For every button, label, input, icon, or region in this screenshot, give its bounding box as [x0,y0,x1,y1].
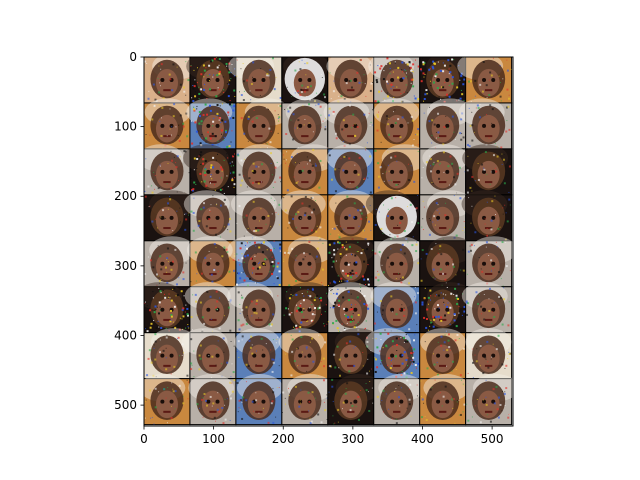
image-tile [373,236,424,288]
image-tile [458,98,513,150]
axes-frame [143,56,514,427]
x-tick-label: 500 [481,432,504,446]
x-tick-label: 300 [341,432,364,446]
image-tile [373,98,421,150]
image-tile [327,236,375,288]
image-tile [235,374,283,426]
image-tile [144,328,197,380]
x-tick-label: 200 [272,432,295,446]
image-tile [461,282,513,334]
x-tick-label: 0 [140,432,148,446]
y-tick-label: 500 [114,398,137,412]
image-tile [186,57,237,104]
x-axis: 0 100 200 300 400 500 [140,426,504,446]
image-tile [326,57,375,104]
image-tile [186,236,237,288]
image-tile [326,144,375,196]
image-tile [281,98,332,150]
image-tile [144,282,191,334]
image-tile [279,190,329,242]
image-tile [278,328,329,380]
image-tile [183,190,237,242]
image-tile [373,144,428,196]
image-tile [419,282,473,334]
image-tile [419,236,475,288]
image-tile [327,190,376,242]
image-tile [465,328,513,380]
image-tile [281,282,332,334]
image-tile [227,236,283,288]
image-tile [144,57,199,104]
image-tile [228,57,283,104]
image-tile [181,328,237,380]
image-tile [144,144,191,196]
image-tile [188,374,237,426]
image-tile [281,144,337,196]
image-tile [370,282,421,334]
image-tile [419,98,473,150]
image-tile [365,190,421,242]
image-tile [144,98,191,150]
image-tile [235,144,284,196]
image-tile [465,236,513,288]
image-tile [186,98,237,150]
image-tile [419,144,469,196]
image-tile [461,190,513,242]
image-tile [281,374,334,426]
image-tile [373,374,425,426]
image-tile [365,328,421,380]
image-tile [281,57,330,104]
image-tile [144,374,191,426]
image-tile [327,374,382,426]
image-tile [368,57,421,104]
image-tile [234,328,283,380]
y-tick-label: 100 [114,120,137,134]
image-tile [235,98,291,150]
y-tick-label: 200 [114,189,137,203]
y-axis: 0 100 200 300 400 500 [114,50,144,412]
image-tile [419,57,473,104]
image-tile [419,374,470,426]
x-tick-label: 400 [411,432,434,446]
x-tick-label: 100 [202,432,225,446]
image-tile [327,328,381,380]
image-tile [230,190,283,242]
image-tile [182,144,237,196]
image-tile [327,282,375,334]
y-tick-label: 400 [114,328,137,342]
image-tile [465,374,513,426]
image-mosaic [144,57,513,426]
image-tile [144,236,196,288]
image-tile [419,328,467,380]
image-tile [281,236,334,288]
image-tile [457,57,513,104]
image-tile [462,144,513,196]
y-tick-label: 300 [114,259,137,273]
image-tile [184,282,237,334]
image-tile [227,282,283,334]
y-tick-label: 0 [129,50,137,64]
image-tile [419,190,473,242]
image-tile [323,98,375,150]
